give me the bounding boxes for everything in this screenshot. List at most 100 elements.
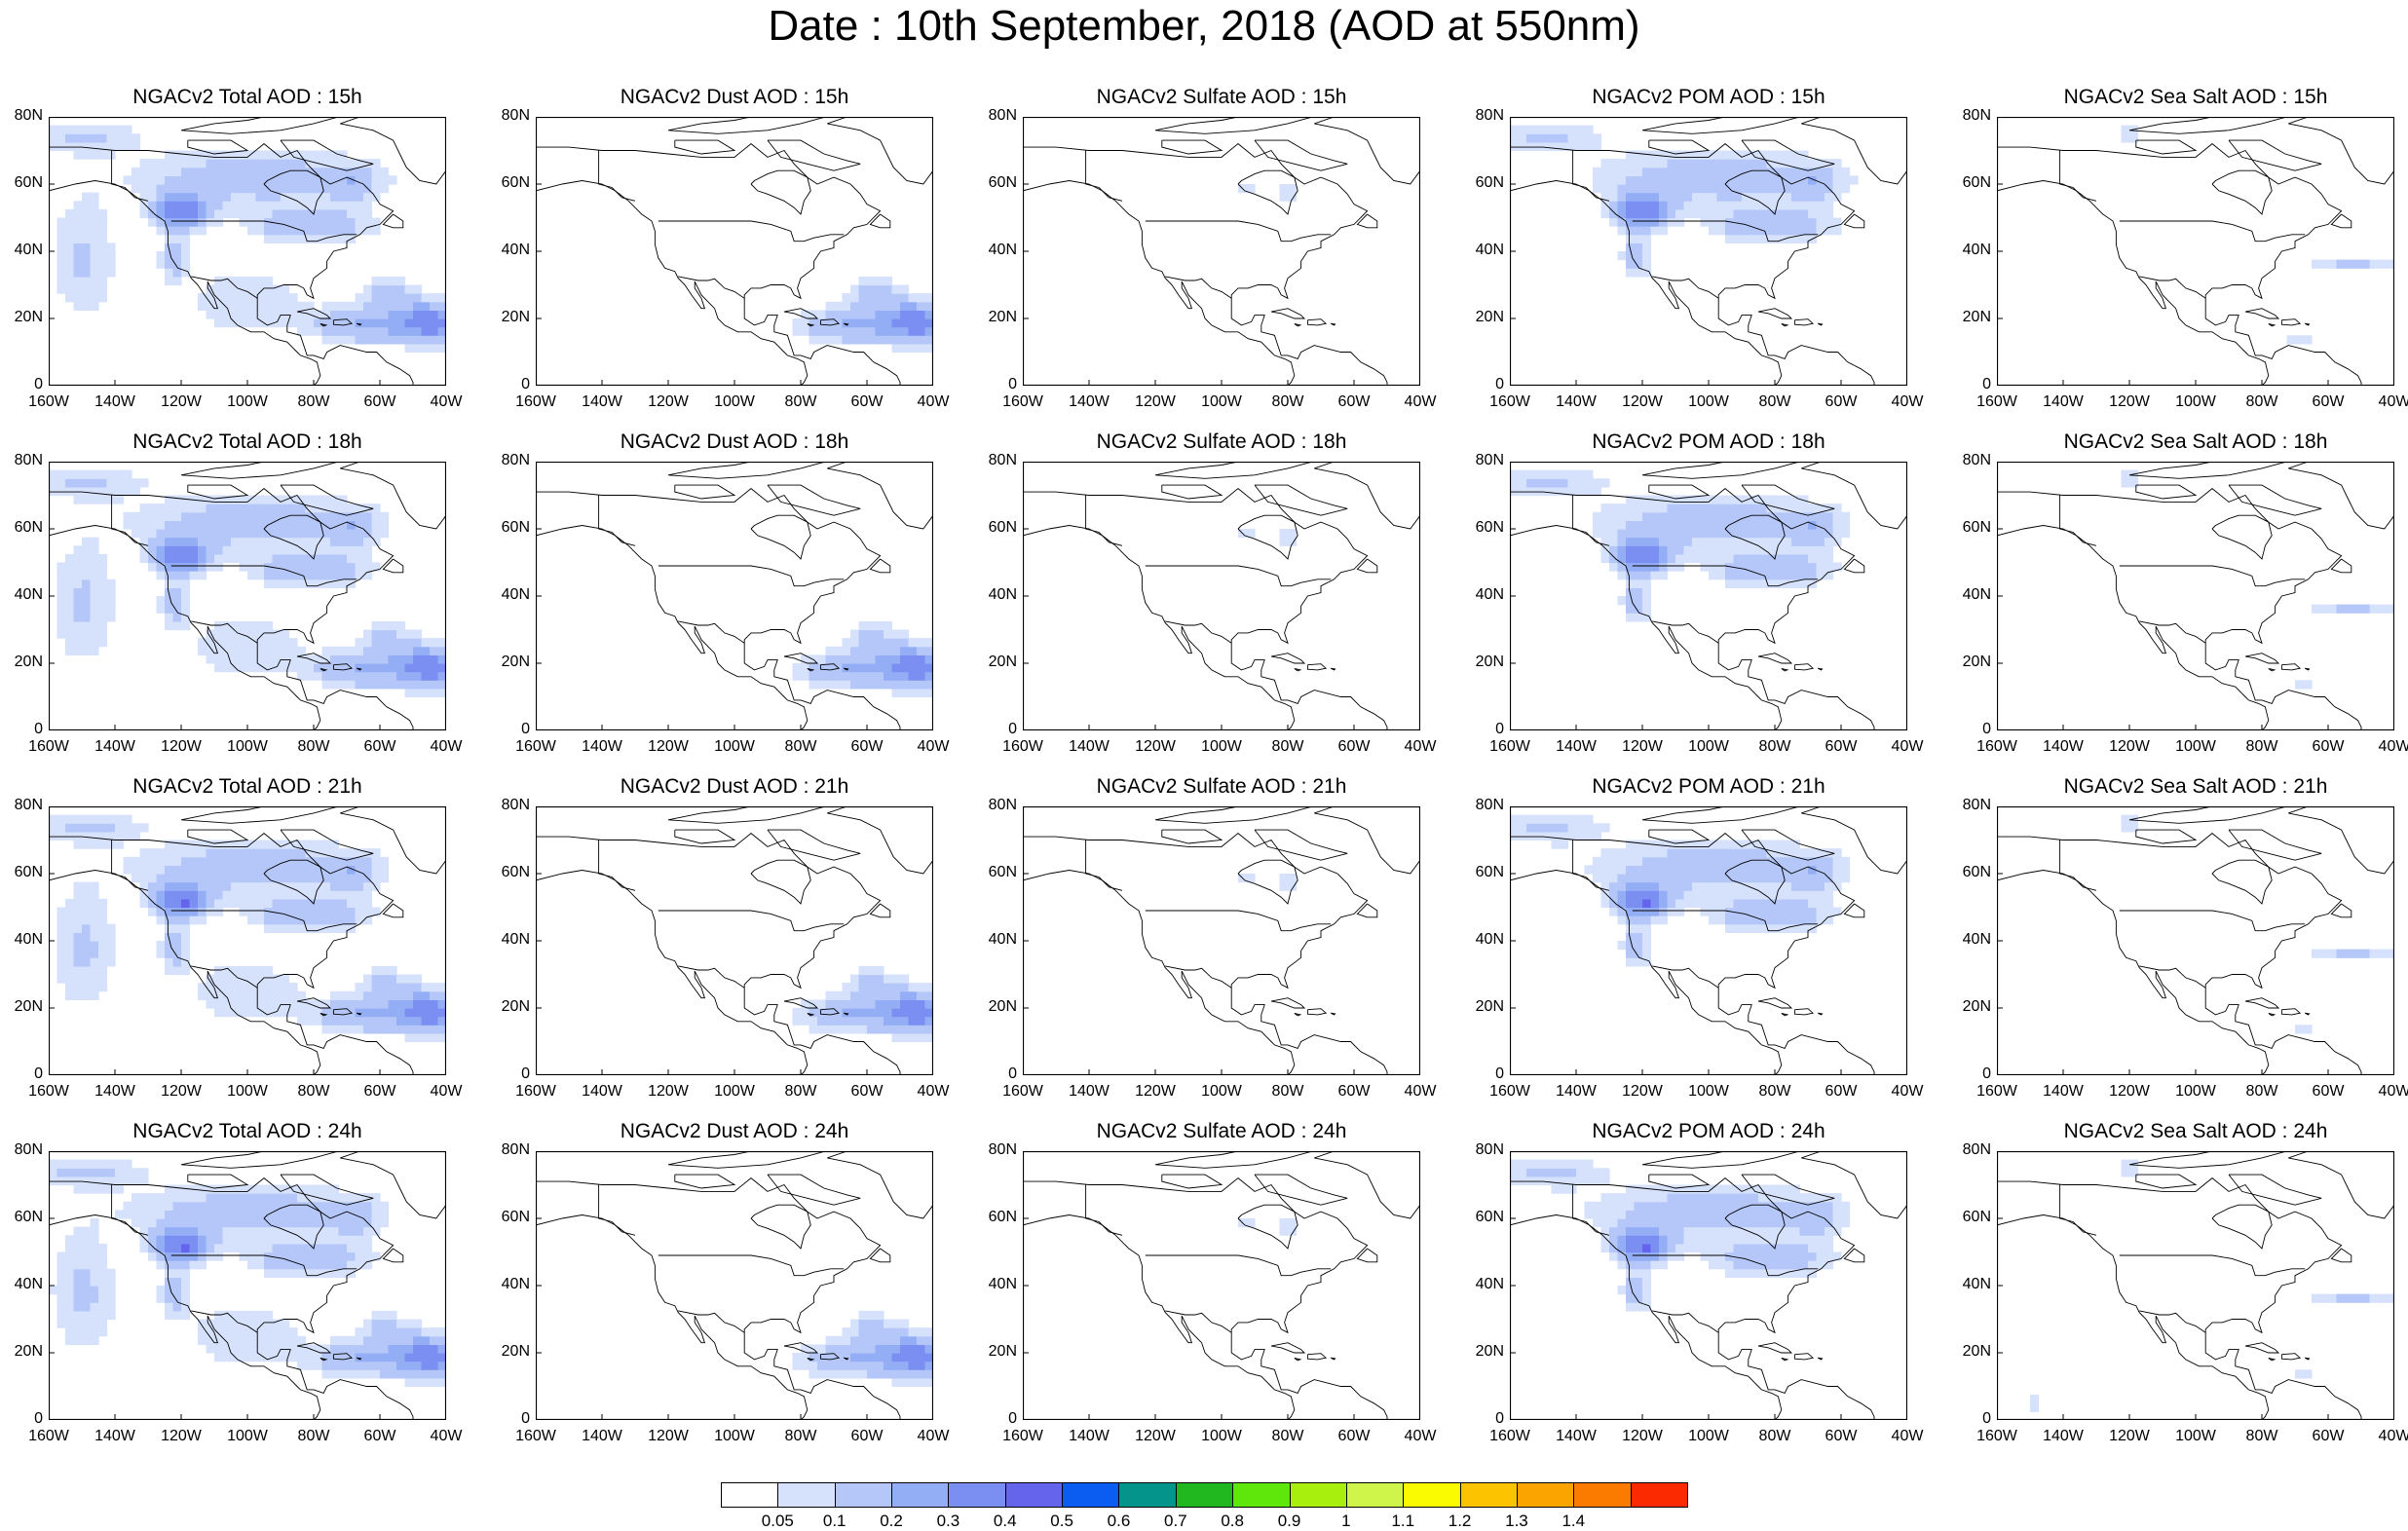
aod-cell <box>231 965 241 976</box>
aod-cell <box>1692 874 1702 883</box>
aod-cell <box>73 150 83 160</box>
aod-cell <box>255 654 265 664</box>
aod-cell <box>1551 814 1561 824</box>
aod-cell <box>347 915 357 925</box>
aod-cell <box>222 520 232 530</box>
aod-cell <box>1683 1184 1693 1194</box>
aod-cell <box>49 478 58 488</box>
aod-cell <box>908 983 918 992</box>
aod-cell <box>363 159 373 168</box>
aod-cell <box>90 234 99 243</box>
aod-cell <box>1675 201 1685 210</box>
aod-cell <box>239 1319 248 1328</box>
aod-cell <box>1832 562 1842 572</box>
aod-cell <box>1709 175 1718 185</box>
aod-cell <box>2369 259 2379 269</box>
aod-cell <box>214 167 224 176</box>
aod-cell <box>396 1025 406 1034</box>
aod-cell <box>1775 553 1785 564</box>
aod-cell <box>900 1344 910 1354</box>
aod-cell <box>214 1243 224 1253</box>
aod-cell <box>1659 226 1669 236</box>
aod-cell <box>363 284 373 294</box>
aod-cell <box>867 335 877 345</box>
coastline <box>111 495 149 546</box>
aod-cell <box>56 604 66 614</box>
aod-cell <box>371 167 381 176</box>
lon-tick-label: 120W <box>161 1428 202 1444</box>
coastline <box>1306 1353 1328 1361</box>
aod-cell <box>264 890 274 900</box>
aod-cell <box>73 983 83 992</box>
aod-cell <box>305 874 315 883</box>
aod-cell <box>297 495 307 504</box>
aod-cell <box>858 646 868 655</box>
aod-cell <box>1700 553 1710 564</box>
aod-cell <box>198 983 207 992</box>
coastline <box>1294 1358 1302 1362</box>
aod-cell <box>321 1218 331 1228</box>
coastline <box>1085 840 1123 891</box>
aod-cell <box>1750 1184 1759 1194</box>
aod-cell <box>1650 562 1660 572</box>
aod-cell <box>1576 831 1586 841</box>
aod-cell <box>1700 856 1710 866</box>
aod-cell <box>1593 1201 1602 1211</box>
aod-cell <box>73 881 83 891</box>
aod-cell <box>330 1344 340 1354</box>
lon-tick-label: 60W <box>2312 738 2345 755</box>
aod-cell <box>1742 529 1751 539</box>
coastline <box>1237 1204 1298 1250</box>
aod-cell <box>314 663 323 673</box>
aod-cell <box>198 1243 207 1253</box>
aod-cell <box>314 579 323 588</box>
aod-cell <box>1750 881 1759 891</box>
aod-cell <box>264 234 274 243</box>
aod-cell <box>330 1008 340 1018</box>
aod-cell <box>1766 840 1776 849</box>
coastline <box>280 1174 374 1206</box>
aod-cell <box>1634 1235 1643 1245</box>
aod-cell <box>1700 1251 1710 1261</box>
aod-cell <box>1766 545 1776 555</box>
aod-cell <box>1584 1176 1594 1186</box>
aod-cell <box>891 335 901 345</box>
aod-cell <box>1567 1184 1577 1194</box>
aod-cell <box>65 831 75 841</box>
aod-cell <box>198 529 207 539</box>
aod-cell <box>355 504 364 513</box>
aod-cell <box>90 1293 99 1303</box>
aod-cell <box>1825 167 1834 176</box>
aod-cell <box>132 1201 141 1211</box>
aod-cell <box>106 1168 116 1177</box>
aod-cell <box>90 990 99 1000</box>
aod-cell <box>363 865 373 875</box>
aod-cell <box>1799 184 1809 194</box>
aod-cell <box>1609 1193 1619 1203</box>
aod-cell <box>1600 881 1610 891</box>
aod-cell <box>239 511 248 521</box>
aod-cell <box>421 654 431 664</box>
aod-cell <box>272 1210 282 1219</box>
aod-cell <box>1659 495 1669 504</box>
aod-cell <box>281 192 290 202</box>
aod-cell <box>1551 478 1561 488</box>
aod-cell <box>305 579 315 588</box>
coastline <box>783 653 819 664</box>
aod-cell <box>330 1218 340 1228</box>
aod-cell <box>1825 159 1834 168</box>
aod-cell <box>172 276 182 286</box>
aod-cell <box>247 1201 257 1211</box>
aod-cell <box>222 1327 232 1337</box>
aod-cell <box>247 1353 257 1363</box>
aod-cell <box>247 545 257 555</box>
aod-cell <box>380 167 390 176</box>
aod-cell <box>264 915 274 925</box>
coastline <box>263 514 324 560</box>
aod-cell <box>288 1226 298 1236</box>
aod-cell <box>1733 504 1743 513</box>
lat-tick-label: 60N <box>1475 519 1504 536</box>
aod-cell <box>1626 562 1636 572</box>
aod-cell <box>1642 495 1652 504</box>
aod-cell <box>73 1260 83 1270</box>
